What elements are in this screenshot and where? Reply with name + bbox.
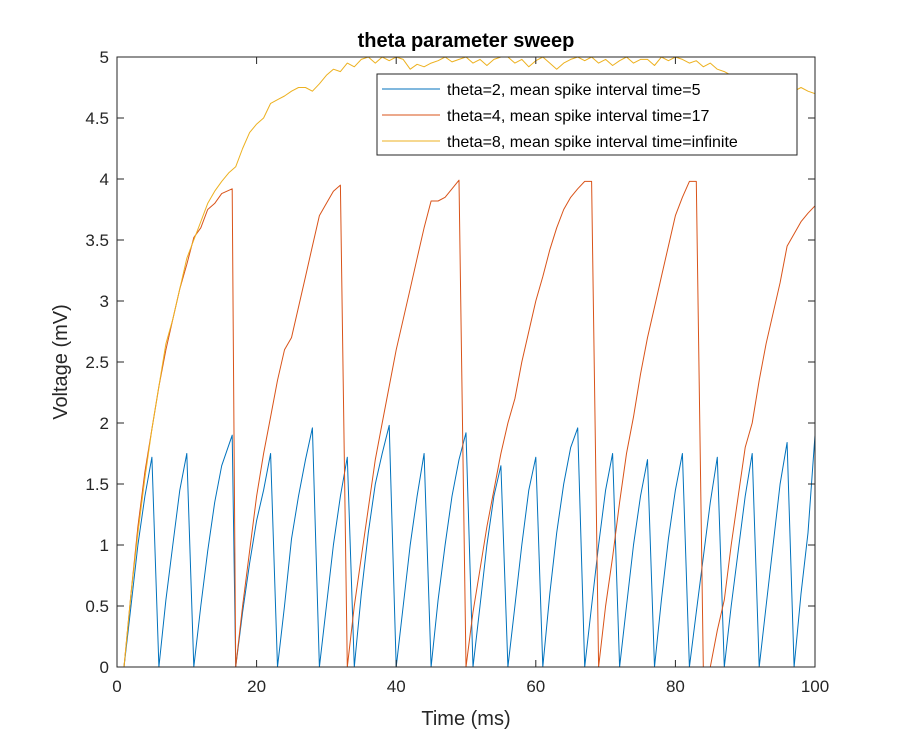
y-axis-ticks: 0 0.5 1 1.5 2 2.5 3 3.5 4 4.5 5 [85, 48, 815, 677]
x-tick-label: 40 [387, 677, 406, 696]
y-tick-label: 2.5 [85, 353, 109, 372]
y-tick-label: 0.5 [85, 597, 109, 616]
legend-label-theta-2: theta=2, mean spike interval time=5 [447, 82, 701, 99]
legend: theta=2, mean spike interval time=5 thet… [376, 73, 798, 156]
x-tick-label: 80 [666, 677, 685, 696]
legend-box [376, 73, 798, 156]
y-tick-label: 2 [100, 414, 109, 433]
x-tick-label: 0 [112, 677, 121, 696]
legend-label-theta-8: theta=8, mean spike interval time=infini… [447, 134, 738, 151]
y-tick-label: 1 [100, 536, 109, 555]
y-tick-label: 5 [100, 48, 109, 67]
x-tick-label: 60 [526, 677, 545, 696]
y-axis-label: Voltage (mV) [50, 304, 72, 420]
series-line-2 [123, 57, 815, 667]
x-tick-label: 20 [247, 677, 266, 696]
legend-label-theta-4: theta=4, mean spike interval time=17 [447, 108, 709, 125]
series-line-1 [123, 179, 815, 667]
y-tick-label: 4.5 [85, 109, 109, 128]
series-lines [123, 57, 815, 667]
y-tick-label: 4 [100, 170, 109, 189]
y-tick-label: 1.5 [85, 475, 109, 494]
y-tick-label: 3.5 [85, 231, 109, 250]
y-tick-label: 3 [100, 292, 109, 311]
x-axis-label: Time (ms) [421, 708, 510, 730]
x-tick-label: 100 [801, 677, 829, 696]
chart-title: theta parameter sweep [358, 30, 575, 52]
x-axis-ticks: 0 20 40 60 80 100 [112, 57, 829, 696]
y-tick-label: 0 [100, 658, 109, 677]
